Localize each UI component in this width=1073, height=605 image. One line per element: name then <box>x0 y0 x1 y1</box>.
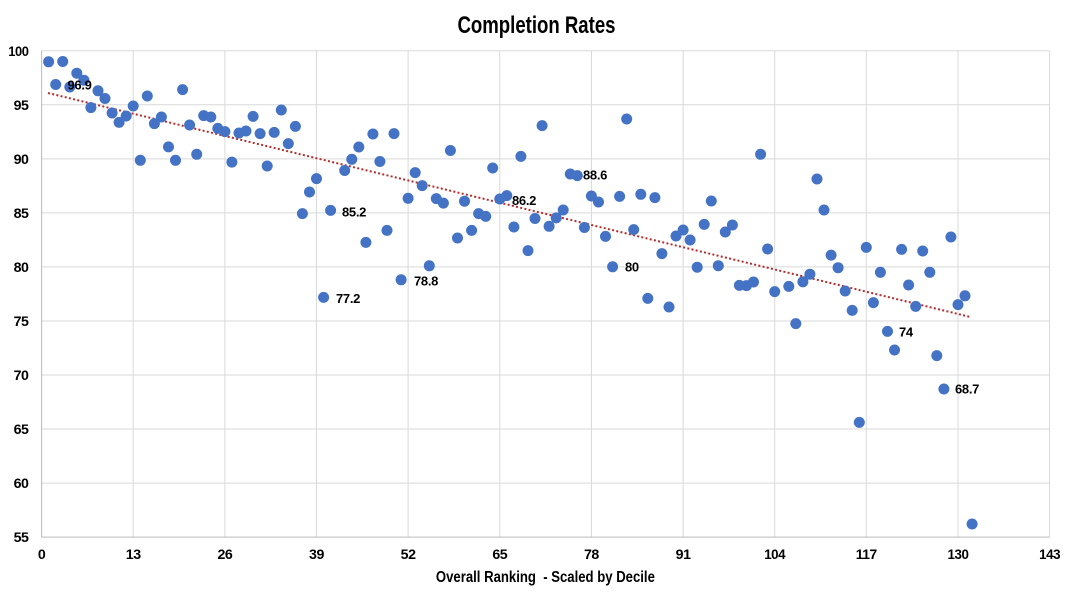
svg-text:96.9: 96.9 <box>68 78 92 93</box>
svg-text:70: 70 <box>14 368 29 384</box>
svg-text:52: 52 <box>401 547 416 563</box>
svg-text:85: 85 <box>14 206 29 222</box>
svg-text:68.7: 68.7 <box>955 382 979 397</box>
svg-text:60: 60 <box>14 476 29 492</box>
svg-text:77.2: 77.2 <box>336 291 360 306</box>
svg-text:65: 65 <box>14 422 29 438</box>
svg-text:65: 65 <box>492 547 507 563</box>
svg-text:78: 78 <box>584 547 599 563</box>
svg-text:90: 90 <box>14 152 29 168</box>
svg-text:143: 143 <box>1039 547 1061 563</box>
svg-text:55: 55 <box>14 530 29 546</box>
svg-text:86.2: 86.2 <box>512 193 536 208</box>
svg-text:80: 80 <box>14 260 29 276</box>
svg-text:Completion Rates: Completion Rates <box>458 12 616 39</box>
svg-text:104: 104 <box>764 547 786 563</box>
svg-text:130: 130 <box>948 547 970 563</box>
svg-text:26: 26 <box>217 547 232 563</box>
svg-text:0: 0 <box>38 547 46 563</box>
svg-text:117: 117 <box>856 547 878 563</box>
svg-text:39: 39 <box>309 547 324 563</box>
svg-text:85.2: 85.2 <box>342 204 366 219</box>
svg-text:75: 75 <box>14 314 29 330</box>
svg-text:91: 91 <box>676 547 691 563</box>
svg-text:95: 95 <box>14 98 29 114</box>
svg-text:88.6: 88.6 <box>583 168 607 183</box>
svg-text:78.8: 78.8 <box>414 274 438 289</box>
svg-text:13: 13 <box>126 547 141 563</box>
svg-text:Overall Ranking - Scaled by D: Overall Ranking - Scaled by Decile <box>436 569 655 586</box>
svg-text:100: 100 <box>8 44 29 60</box>
svg-text:74: 74 <box>899 325 914 340</box>
svg-text:80: 80 <box>625 260 639 275</box>
